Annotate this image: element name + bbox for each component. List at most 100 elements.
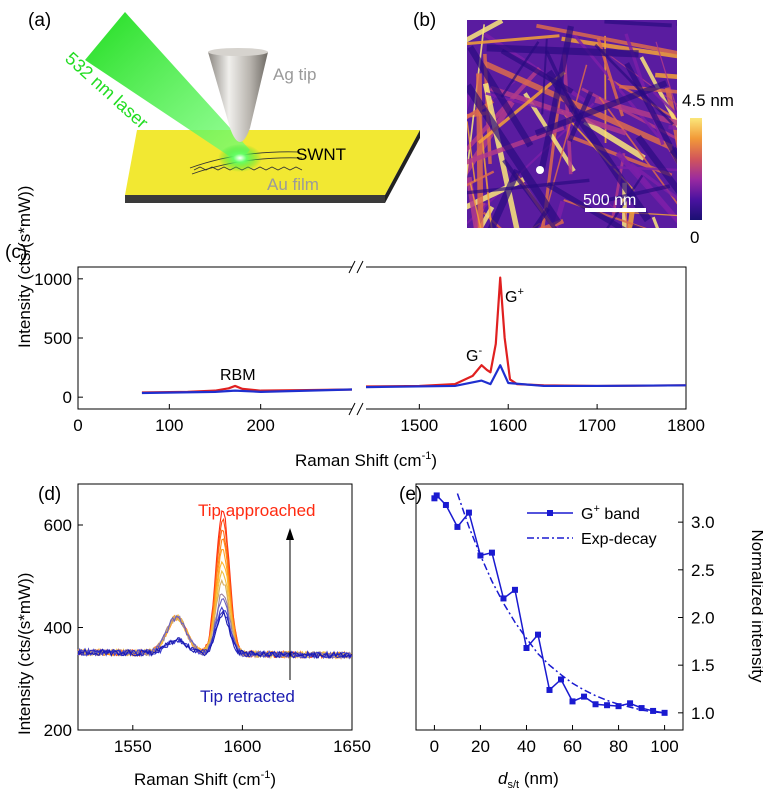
annotation-g-plus: G+: [505, 286, 524, 306]
panel-d-frame: [77, 483, 353, 731]
panel-c-ytick-label: 0: [63, 388, 72, 407]
swnt-label: SWNT: [296, 145, 346, 164]
axis-break-top-mask: [352, 261, 366, 273]
panel-e-data-point: [627, 700, 634, 707]
panel-c-xtick-label: 100: [155, 416, 183, 435]
panel-d-series-line: [77, 548, 352, 659]
afm-fiber: [668, 124, 677, 131]
afm-fiber: [538, 219, 565, 228]
afm-gap: [631, 224, 644, 228]
panel-e-data-point: [465, 509, 472, 516]
panel-e-ytick-label: 2.5: [691, 561, 715, 580]
laser-beam: [85, 12, 250, 162]
panel-e-data-point: [615, 703, 622, 710]
panel-c-xtick-label: 1700: [578, 416, 616, 435]
panel-e-xtick-label: 80: [609, 737, 628, 756]
panel-e-data-point: [581, 693, 588, 700]
axis-break-bottom-mask: [352, 403, 366, 415]
panel-e-data-point: [569, 698, 576, 705]
afm-fiber: [467, 94, 472, 112]
panel-e-xtick-label: 100: [650, 737, 678, 756]
legend-marker-gplus: [547, 510, 553, 516]
afm-fiber: [652, 90, 677, 117]
afm-fiber: [467, 170, 495, 187]
afm-fiber: [469, 183, 482, 228]
panel-a-label: (a): [28, 10, 51, 31]
panel-e-xlabel: ds/t (nm): [498, 769, 559, 791]
axis-break-mark: [356, 402, 364, 416]
panel-e-data-point: [454, 523, 461, 530]
afm-fiber: [531, 222, 541, 228]
afm-fiber: [651, 216, 660, 228]
panel-c-ytick-label: 500: [44, 329, 72, 348]
afm-gap: [546, 182, 627, 228]
afm-fiber: [483, 61, 674, 151]
annotation-g-minus: G-: [466, 345, 482, 365]
panel-e-ylabel: Normalized intensity: [748, 529, 763, 683]
panel-c-xtick-label: 1600: [489, 416, 527, 435]
panel-d-ytick-label: 400: [44, 619, 72, 638]
afm-gap: [500, 48, 574, 94]
panel-d-xtick-label: 1600: [223, 737, 261, 756]
colorbar-max: 4.5 nm: [682, 91, 734, 110]
panel-d-xlabel: Raman Shift (cm-1): [134, 769, 276, 789]
afm-fiber: [489, 85, 627, 136]
panel-e-fit-line: [456, 493, 665, 714]
panel-c-series-line: [141, 388, 353, 395]
panel-d-series-line: [77, 609, 352, 659]
panel-e-xtick-label: 0: [430, 737, 439, 756]
annotation-tip-approached: Tip approached: [198, 501, 316, 520]
afm-fiber: [624, 212, 629, 228]
axis-break-mark: [348, 260, 356, 274]
au-film-label: Au film: [267, 175, 319, 194]
panel-c: (c) 0 100 200 1500 1600 1700 1800 0 500 1000 Inte…: [5, 186, 705, 470]
panel-e-label: (e): [399, 484, 422, 505]
panel-c-series-line: [365, 276, 687, 388]
panel-e-ytick-label: 1.0: [691, 704, 715, 723]
afm-fiber: [655, 72, 677, 79]
panel-e-data-point: [477, 552, 484, 559]
panel-c-ylabel: Intensity (cts/(s*mW)): [15, 186, 34, 348]
afm-gap: [467, 45, 534, 148]
panel-e-data-point: [534, 631, 541, 638]
panel-e-xtick-label: 40: [517, 737, 536, 756]
panel-e-data-point: [558, 676, 565, 683]
panel-c-ytick-label: 1000: [34, 270, 72, 289]
panel-d-series-line: [77, 538, 353, 659]
afm-fiber: [467, 177, 525, 210]
afm-gap: [467, 83, 562, 226]
afm-fiber: [540, 64, 588, 228]
panel-c-xtick-label: 1500: [400, 416, 438, 435]
panel-d-ytick-label: 200: [44, 721, 72, 740]
panel-c-xtick-label: 0: [73, 416, 82, 435]
approach-arrowhead: [286, 528, 294, 540]
panel-c-label: (c): [5, 242, 27, 263]
panel-c-xlabel: Raman Shift (cm-1): [295, 450, 437, 470]
afm-gap: [502, 159, 557, 228]
panel-e-legend: G+ band Exp-decay: [527, 503, 657, 548]
panel-d-ytick-label: 600: [44, 516, 72, 535]
afm-fiber: [629, 162, 677, 201]
panel-e-data-point: [650, 707, 657, 714]
panel-e-data-point: [488, 549, 495, 556]
afm-gap: [606, 174, 644, 228]
au-film-top: [125, 130, 420, 195]
panel-c-plot: 0 100 200 1500 1600 1700 1800 0 500 1000: [34, 260, 705, 435]
ag-tip-top: [208, 48, 268, 56]
panel-d-xtick-label: 1550: [114, 737, 152, 756]
colorbar: [690, 118, 702, 220]
panel-e-ytick-label: 3.0: [691, 513, 715, 532]
panel-e-data-point: [638, 705, 645, 712]
afm-marker-dot: [536, 166, 544, 174]
afm-fiber: [467, 34, 560, 46]
legend-label-gplus: G+ band: [581, 503, 640, 523]
panel-c-xtick-label: 1800: [667, 416, 705, 435]
afm-gap: [676, 20, 677, 26]
au-film-edge: [125, 195, 385, 203]
afm-fiber: [622, 182, 627, 228]
panel-d-xtick-label: 1650: [333, 737, 371, 756]
axis-break-mark: [348, 402, 356, 416]
axis-break-mark: [356, 260, 364, 274]
afm-fiber: [467, 66, 541, 153]
